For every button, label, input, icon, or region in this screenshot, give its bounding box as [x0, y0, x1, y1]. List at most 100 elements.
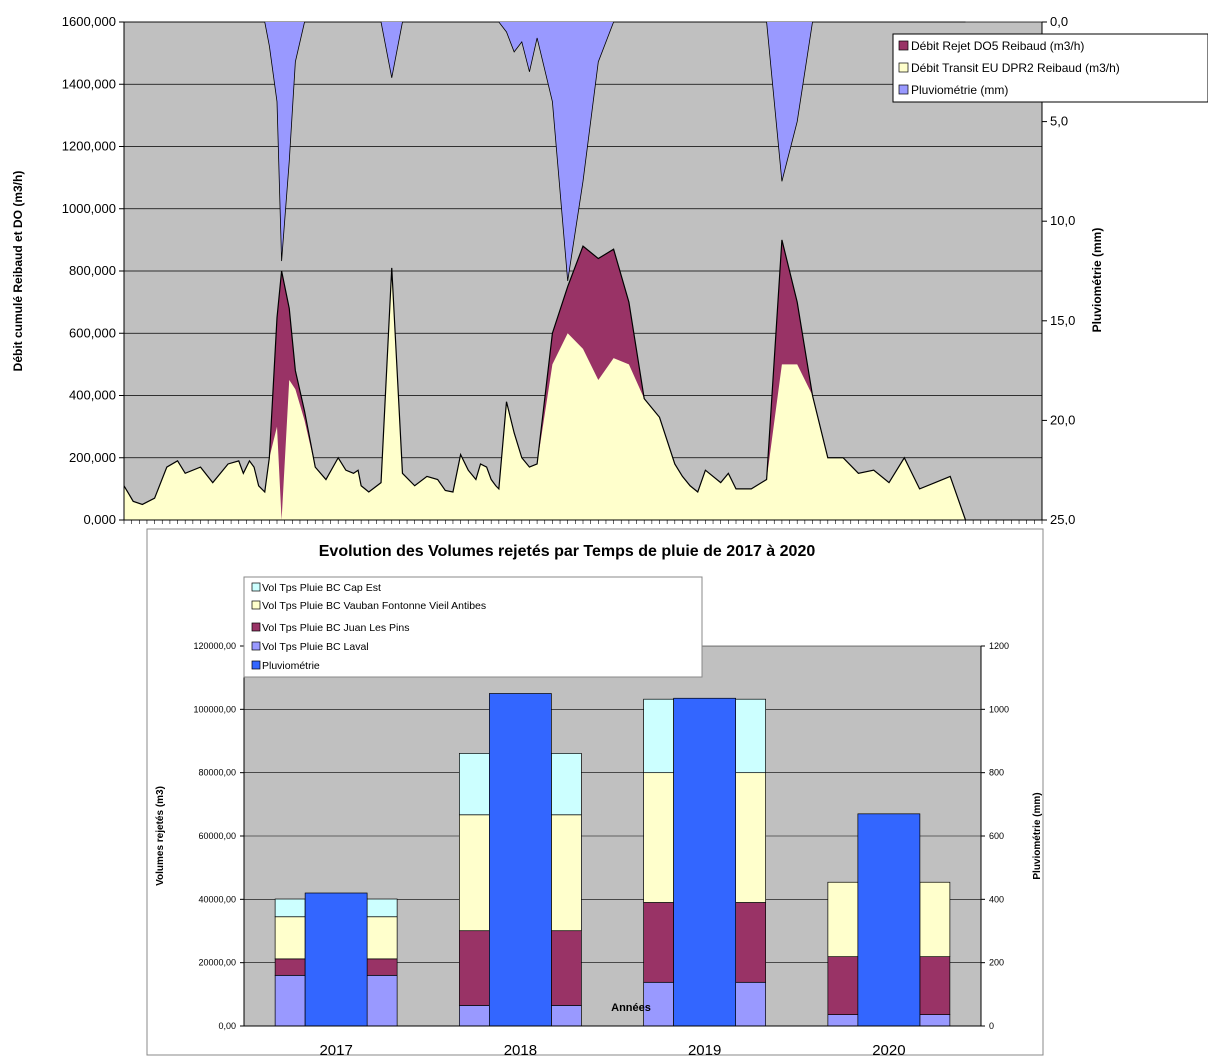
- bar-segment-2019-1-0: [643, 772, 674, 903]
- y2-tick-label: 25,0: [1050, 512, 1075, 525]
- y-tick-label: 1200,000: [62, 139, 116, 154]
- bar-segment-2018-2-0: [459, 930, 490, 1006]
- line-pluviometrie: [124, 21, 966, 282]
- legend2-label-cap-est: Vol Tps Pluie BC Cap Est: [262, 582, 381, 594]
- bar-segment-2017-0-1: [366, 898, 398, 918]
- bars: [274, 693, 951, 1027]
- bar-pluviometrie-2020: [857, 813, 921, 1027]
- bar-segment-2017-1-1: [366, 916, 398, 960]
- y-tick-label: 20000,00: [198, 958, 236, 968]
- y2-tick-label: 15,0: [1050, 313, 1075, 328]
- bar-segment-2020-2-0: [827, 956, 859, 1015]
- y-tick-label: 0,00: [218, 1021, 236, 1031]
- bar-segment-2020-1-1: [919, 881, 951, 958]
- bar-segment-2020-3-1: [919, 1014, 951, 1027]
- y2-axis-ticks: 0,0 5,0 10,0 15,0 20,0 25,0: [1042, 14, 1075, 525]
- bar-segment-2019-0-1: [735, 698, 766, 774]
- bar-segment-2018-2-1: [551, 930, 582, 1006]
- legend-chart2: Vol Tps Pluie BC Cap Est Vol Tps Pluie B…: [243, 576, 703, 678]
- legend-swatch-pluie: [898, 84, 909, 95]
- y2-tick-label: 1200: [989, 641, 1009, 651]
- y2-tick-label: 400: [989, 894, 1004, 904]
- legend-swatch-transit: [898, 62, 909, 73]
- y-axis-ticks: 0,00 20000,00 40000,00 60000,00 80000,00 1000…: [193, 641, 244, 1031]
- legend2-label-juan: Vol Tps Pluie BC Juan Les Pins: [262, 622, 409, 634]
- bar-segment-2017-3-0: [274, 974, 306, 1027]
- y2-tick-label: 10,0: [1050, 213, 1075, 228]
- bar-segment-2018-3-0: [459, 1005, 490, 1027]
- x-tick-label: 2017: [319, 1042, 352, 1057]
- x-tick-label: 2018: [504, 1042, 537, 1057]
- bar-segment-2017-2-0: [274, 958, 306, 976]
- y-tick-label: 60000,00: [198, 831, 236, 841]
- y-tick-label: 100000,00: [193, 704, 236, 714]
- bar-segment-2018-1-0: [459, 814, 490, 932]
- bar-pluviometrie-2018: [489, 693, 552, 1027]
- y2-axis-title-chart2: Pluviométrie (mm): [1032, 792, 1043, 879]
- rainfall-flow-chart: 0,000 200,000 400,000 600,000 800,000 1000,00…: [11, 14, 1208, 525]
- y-tick-label: 400,000: [69, 388, 116, 403]
- legend-label-rejet: Débit Rejet DO5 Reibaud (m3/h): [911, 39, 1084, 53]
- bar-segment-2019-0-0: [643, 698, 674, 774]
- y-tick-label: 1000,000: [62, 201, 116, 216]
- y2-tick-label: 800: [989, 768, 1004, 778]
- legend2-swatch-cap-est: [251, 582, 261, 592]
- bar-segment-2019-2-1: [735, 902, 766, 983]
- bar-segment-2018-0-1: [551, 752, 582, 816]
- y2-tick-label: 200: [989, 958, 1004, 968]
- legend-box: [892, 33, 1208, 103]
- y-axis-ticks: 0,000 200,000 400,000 600,000 800,000 1000,00…: [62, 14, 124, 525]
- bar-segment-2020-3-0: [827, 1014, 859, 1027]
- bar-segment-2020-1-0: [827, 881, 859, 958]
- y2-axis-title: Pluviométrie (mm): [1090, 228, 1104, 333]
- legend2-swatch-juan: [251, 622, 261, 632]
- x-tick-label: 2020: [872, 1042, 905, 1057]
- plot2-background: [244, 646, 981, 1026]
- bar-segment-2017-0-0: [274, 898, 306, 918]
- y2-tick-label: 20,0: [1050, 412, 1075, 427]
- bar-segment-2017-2-1: [366, 958, 398, 976]
- y-tick-label: 800,000: [69, 263, 116, 278]
- y2-tick-label: 0,0: [1050, 14, 1068, 29]
- series-areas: [123, 21, 967, 521]
- legend2-box: [243, 576, 703, 678]
- x-tick-label: 2019: [688, 1042, 721, 1057]
- y-tick-label: 0,000: [83, 512, 116, 525]
- x-axis-labels: 2017 2018 2019 2020: [319, 1042, 905, 1057]
- legend2-swatch-pluvio: [251, 660, 261, 670]
- y-axis-title: Débit cumulé Reibaud et DO (m3/h): [11, 171, 25, 372]
- legend-label-pluie: Pluviométrie (mm): [911, 83, 1008, 97]
- y-tick-label: 40000,00: [198, 894, 236, 904]
- legend2-swatch-vauban: [251, 600, 261, 610]
- x-axis-title-chart2: Années: [611, 1002, 651, 1014]
- legend: Débit Rejet DO5 Reibaud (m3/h) Débit Tra…: [892, 33, 1208, 103]
- legend2-label-vauban: Vol Tps Pluie BC Vauban Fontonne Vieil A…: [262, 600, 486, 612]
- gridlines: [244, 645, 981, 1027]
- legend2-label-laval: Vol Tps Pluie BC Laval: [262, 641, 369, 653]
- bar-segment-2019-2-0: [643, 902, 674, 983]
- bar-pluviometrie-2019: [673, 697, 736, 1027]
- bar-segment-2018-3-1: [551, 1005, 582, 1027]
- bar-pluviometrie-2017: [304, 892, 368, 1027]
- chart2-title: Evolution des Volumes rejetés par Temps …: [319, 543, 816, 560]
- y-tick-label: 1600,000: [62, 14, 116, 29]
- y2-tick-label: 0: [989, 1021, 994, 1031]
- y-axis-title-chart2: Volumes rejetés (m3): [155, 786, 166, 886]
- y-tick-label: 600,000: [69, 325, 116, 340]
- legend-label-transit: Débit Transit EU DPR2 Reibaud (m3/h): [911, 61, 1120, 75]
- line-rejet-do5: [123, 239, 967, 521]
- legend2-label-pluvio: Pluviométrie: [262, 660, 320, 672]
- y2-tick-label: 5,0: [1050, 114, 1068, 129]
- area-transit-dpr2: [124, 267, 966, 520]
- y-tick-label: 120000,00: [193, 641, 236, 651]
- y-tick-label: 200,000: [69, 450, 116, 465]
- y2-tick-label: 1000: [989, 704, 1009, 714]
- y-tick-label: 1400,000: [62, 76, 116, 91]
- bar-segment-2020-2-1: [919, 956, 951, 1015]
- bar-segment-2019-3-0: [643, 981, 674, 1027]
- legend-swatch-rejet: [898, 40, 909, 51]
- x-axis-minor-ticks: [123, 520, 1043, 524]
- y2-tick-label: 600: [989, 831, 1004, 841]
- bar-segment-2017-1-0: [274, 916, 306, 960]
- bar-segment-2018-0-0: [459, 752, 490, 816]
